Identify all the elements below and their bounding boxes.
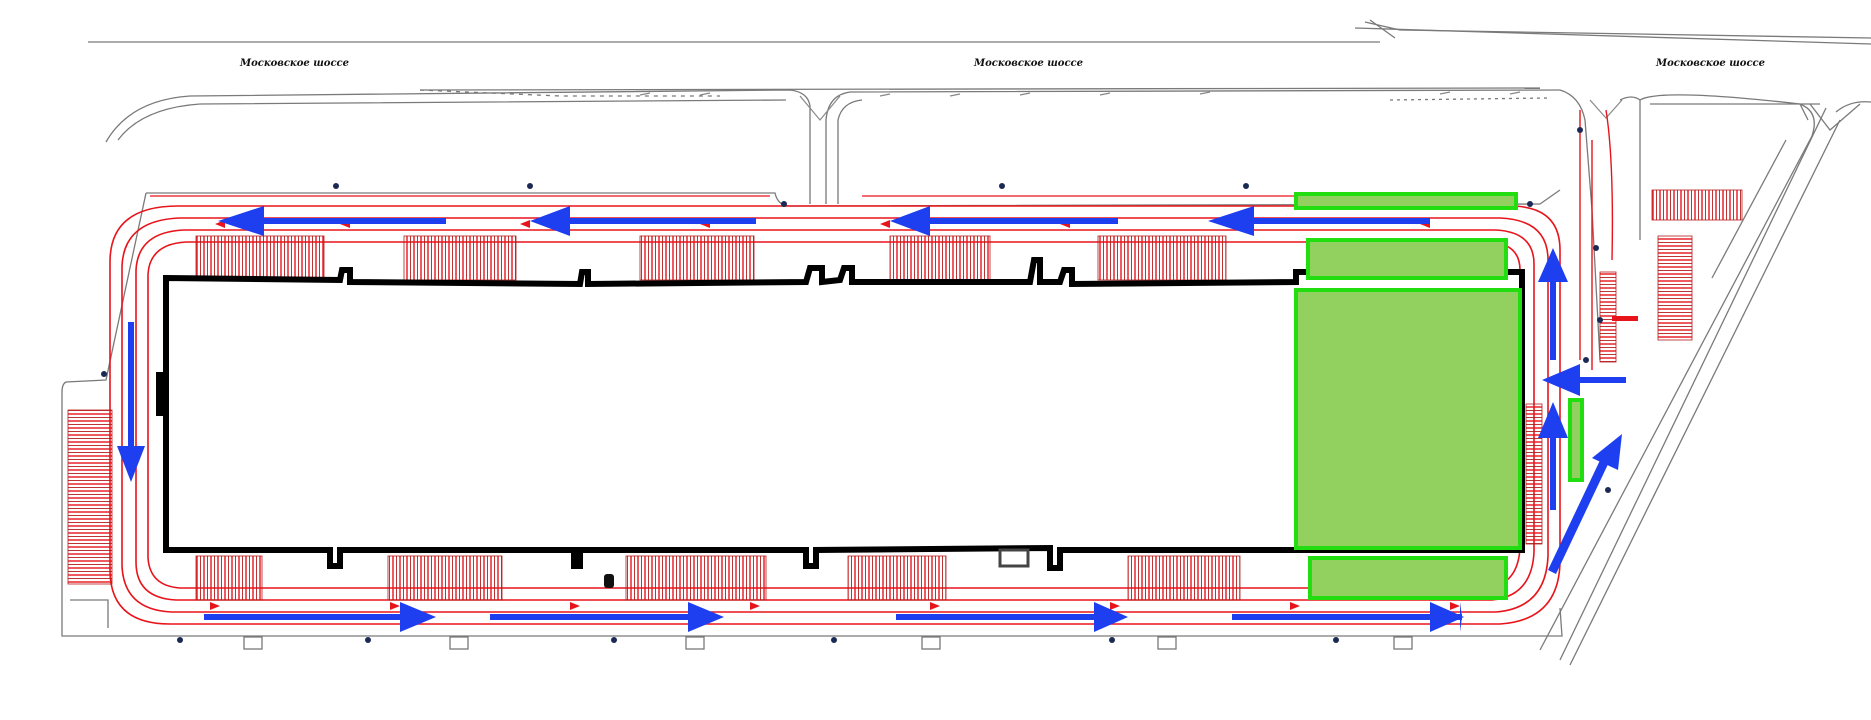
external-roads xyxy=(88,19,1871,666)
vehicle-icon xyxy=(1333,637,1339,643)
flow-arrow-icon xyxy=(1208,206,1430,236)
parking-east-3 xyxy=(1525,403,1543,545)
zone-main xyxy=(1294,288,1522,550)
road-label-west: Московское шоссе xyxy=(239,58,349,69)
dock-south-3 xyxy=(625,555,767,601)
flow-arrow-icon xyxy=(896,602,1128,632)
vehicle-icon xyxy=(781,201,787,207)
vehicle-icon xyxy=(527,183,533,189)
vehicle-icon xyxy=(333,183,339,189)
zone-top-strip xyxy=(1294,192,1518,210)
parking-east-1 xyxy=(1657,235,1693,341)
flow-arrow-icon xyxy=(1232,602,1464,632)
vehicle-icon xyxy=(611,637,617,643)
zone-east-strip xyxy=(1568,398,1584,482)
road-markings xyxy=(639,91,1623,121)
vehicle-icon xyxy=(1243,183,1249,189)
vehicle-icon xyxy=(999,183,1005,189)
dock-north-4 xyxy=(889,235,991,281)
vehicle-icon xyxy=(831,637,837,643)
flow-arrow-icon xyxy=(490,602,724,632)
building-annex-small xyxy=(604,574,614,588)
vehicle-icon xyxy=(1577,127,1583,133)
vehicle-icon xyxy=(1583,357,1589,363)
traffic-flow-arrows xyxy=(117,206,1626,632)
vehicle-icon xyxy=(1527,201,1533,207)
flow-arrow-icon xyxy=(530,206,756,236)
dock-north-5 xyxy=(1097,235,1227,281)
vehicle-icon xyxy=(1109,637,1115,643)
flow-arrow-icon xyxy=(204,602,436,632)
road-label-center: Московское шоссе xyxy=(973,58,1083,69)
flow-arrow-icon xyxy=(1548,434,1622,574)
flow-arrow-icon xyxy=(1538,402,1568,510)
road-label-east: Московское шоссе xyxy=(1655,58,1765,69)
vehicle-icon xyxy=(177,637,183,643)
parking-northeast xyxy=(1651,189,1743,221)
vehicle-icon xyxy=(101,371,107,377)
dock-south-5 xyxy=(1127,555,1241,601)
warehouse-building xyxy=(163,257,1525,571)
truck-docks xyxy=(67,189,1743,601)
flow-arrow-icon xyxy=(218,206,446,236)
building-annex xyxy=(998,548,1030,568)
flow-arrow-icon xyxy=(1538,248,1568,360)
zone-north xyxy=(1306,238,1508,280)
dock-north-1 xyxy=(195,235,325,281)
vehicle-icon xyxy=(1605,487,1611,493)
zone-south xyxy=(1308,556,1508,600)
vehicle-icon xyxy=(1593,245,1599,251)
dock-south-4 xyxy=(847,555,947,601)
building-column xyxy=(156,372,166,416)
flow-arrow-icon xyxy=(890,206,1118,236)
vehicles xyxy=(101,127,1611,643)
barrier-bar xyxy=(1612,316,1638,321)
vehicle-icon xyxy=(365,637,371,643)
vehicle-icon xyxy=(1597,317,1603,323)
dock-south-2 xyxy=(387,555,503,601)
dock-south-1 xyxy=(195,555,263,601)
dock-north-2 xyxy=(403,235,517,281)
dock-north-3 xyxy=(639,235,755,281)
access-lane xyxy=(1579,109,1614,370)
flow-arrow-icon xyxy=(117,322,145,482)
parking-west xyxy=(67,409,113,585)
flow-arrow-icon xyxy=(1542,364,1626,396)
highlighted-zones xyxy=(1294,192,1584,600)
